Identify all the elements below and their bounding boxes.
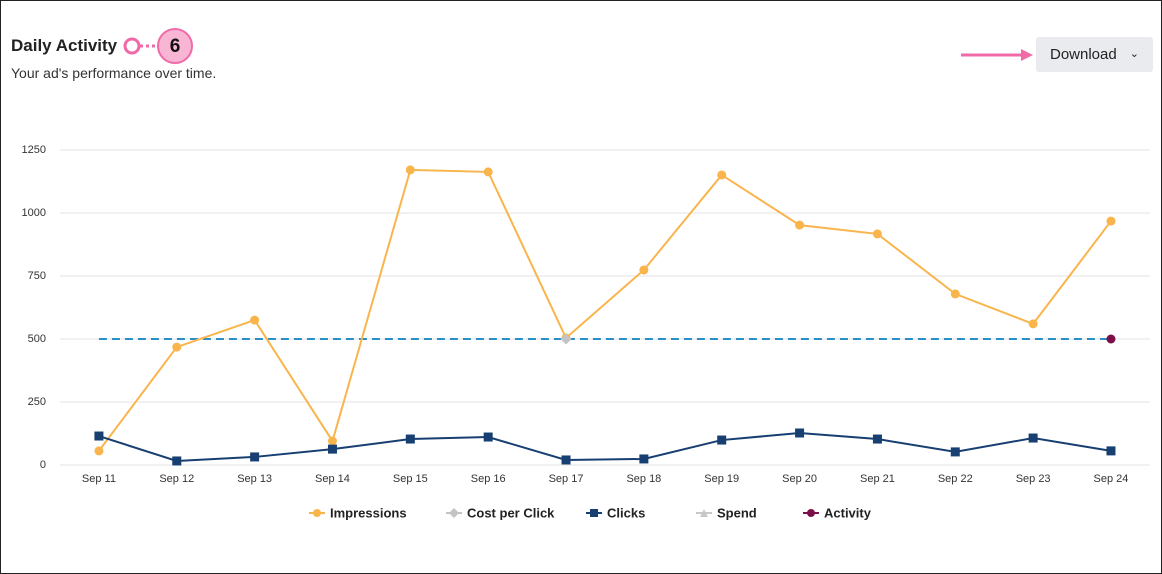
marker bbox=[405, 434, 415, 444]
marker bbox=[1106, 334, 1116, 344]
x-tick-label: Sep 14 bbox=[315, 473, 350, 485]
y-tick-label: 250 bbox=[28, 396, 46, 408]
x-tick-label: Sep 15 bbox=[393, 473, 428, 485]
legend-label: Spend bbox=[717, 505, 757, 520]
marker bbox=[1028, 319, 1038, 329]
marker bbox=[590, 509, 598, 517]
x-tick-label: Sep 13 bbox=[237, 473, 272, 485]
x-tick-label: Sep 18 bbox=[626, 473, 661, 485]
subtitle: Your ad's performance over time. bbox=[11, 65, 217, 81]
button-label: Download bbox=[1050, 46, 1117, 63]
y-tick-label: 1000 bbox=[22, 207, 46, 219]
marker bbox=[483, 432, 493, 442]
y-tick-label: 1250 bbox=[22, 144, 46, 156]
marker bbox=[950, 447, 960, 457]
marker bbox=[950, 289, 960, 299]
x-tick-label: Sep 20 bbox=[782, 473, 817, 485]
x-tick-label: Sep 16 bbox=[471, 473, 506, 485]
arrow-head bbox=[1021, 49, 1033, 61]
x-tick-label: Sep 11 bbox=[82, 473, 116, 485]
marker bbox=[250, 452, 260, 462]
marker bbox=[795, 428, 805, 438]
y-tick-label: 0 bbox=[40, 459, 46, 471]
marker bbox=[449, 508, 459, 518]
marker bbox=[327, 444, 337, 454]
x-tick-label: Sep 17 bbox=[549, 473, 584, 485]
legend-label: Clicks bbox=[607, 505, 645, 520]
marker bbox=[795, 220, 805, 230]
marker bbox=[327, 436, 337, 446]
download-button[interactable]: Download ⌄ bbox=[1036, 37, 1153, 72]
marker bbox=[1028, 433, 1038, 443]
x-tick-label: Sep 21 bbox=[860, 473, 895, 485]
y-tick-label: 750 bbox=[28, 270, 46, 282]
marker bbox=[172, 456, 182, 466]
y-tick-label: 500 bbox=[28, 333, 46, 345]
marker bbox=[560, 333, 572, 345]
marker bbox=[807, 509, 815, 517]
legend-label: Activity bbox=[824, 505, 872, 520]
marker bbox=[717, 435, 727, 445]
x-tick-label: Sep 23 bbox=[1016, 473, 1051, 485]
series-line bbox=[98, 431, 1112, 462]
marker bbox=[94, 431, 104, 441]
marker bbox=[1106, 216, 1116, 226]
marker bbox=[872, 229, 882, 239]
title: Daily Activity bbox=[11, 36, 118, 55]
marker bbox=[405, 165, 415, 175]
callout-ring bbox=[123, 37, 141, 55]
callout-badge bbox=[157, 28, 193, 64]
marker bbox=[483, 167, 493, 177]
marker bbox=[250, 315, 260, 325]
marker bbox=[717, 170, 727, 180]
callout-number: 6 bbox=[170, 36, 181, 57]
x-tick-label: Sep 24 bbox=[1094, 473, 1129, 485]
x-tick-label: Sep 19 bbox=[704, 473, 739, 485]
series-line bbox=[98, 168, 1112, 452]
marker bbox=[639, 265, 649, 275]
marker bbox=[639, 454, 649, 464]
legend-label: Cost per Click bbox=[467, 505, 555, 520]
marker bbox=[700, 509, 708, 517]
marker bbox=[172, 342, 182, 352]
marker bbox=[313, 509, 321, 517]
marker bbox=[94, 446, 104, 456]
chevron: ⌄ bbox=[1129, 48, 1139, 60]
marker bbox=[872, 434, 882, 444]
x-tick-label: Sep 22 bbox=[938, 473, 973, 485]
legend-label: Impressions bbox=[330, 505, 407, 520]
x-tick-label: Sep 12 bbox=[159, 473, 194, 485]
marker bbox=[561, 455, 571, 465]
marker bbox=[1106, 446, 1116, 456]
